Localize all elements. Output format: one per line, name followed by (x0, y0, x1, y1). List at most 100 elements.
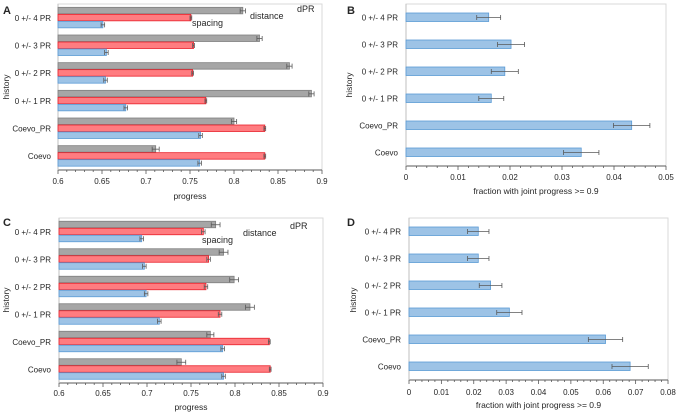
x-tick-label: 0.75 (183, 389, 199, 398)
panel-c: C 0.6 0.65 0.7 0.75 0.8 0.85 0.9 progress history… (1, 217, 329, 412)
bar-fraction (408, 280, 491, 290)
x-tick-label: 0 (404, 173, 409, 182)
bar-spacing (57, 131, 201, 139)
x-tick-label: 0.01 (434, 388, 450, 397)
y-category-label: 0 +/- 3 PR (15, 42, 51, 51)
y-category-label: 0 +/- 1 PR (362, 95, 398, 104)
y-category-label: 0 +/- 2 PR (365, 282, 401, 291)
bar-distance (57, 124, 266, 132)
bar-dpr (58, 303, 251, 311)
bar-spacing (57, 76, 106, 84)
y-category-label: 0 +/- 4 PR (15, 228, 51, 237)
x-tick-label: 0.05 (658, 173, 674, 182)
bar-spacing (57, 159, 201, 167)
panel-label: B (347, 5, 355, 17)
panel-d: D 0 0.01 0.02 0.03 0.04 0.05 0.06 0.07 0.08 fracti… (347, 217, 676, 410)
bar-dpr (58, 248, 224, 256)
x-axis-title: fraction with joint progress >= 0.9 (473, 186, 598, 196)
bar-distance (57, 152, 266, 160)
bar-fraction (408, 307, 510, 317)
bar-dpr (58, 330, 211, 339)
y-category-label: Coevo_PR (359, 122, 398, 131)
bar-fraction (405, 39, 512, 49)
y-category-label: Coevo_PR (362, 336, 401, 345)
x-axis-title: progress (174, 402, 207, 412)
x-tick-label: 0.02 (466, 388, 482, 397)
bar-spacing (58, 262, 145, 270)
bar-spacing (57, 20, 104, 29)
plot-area (57, 3, 323, 171)
x-tick-label: 0.65 (94, 177, 110, 186)
y-category-label: 0 +/- 1 PR (15, 97, 51, 106)
y-category-label: 0 +/- 1 PR (365, 309, 401, 318)
bar-dpr (58, 275, 235, 284)
bar-fraction (405, 66, 506, 76)
bar-spacing (58, 234, 143, 243)
bar-spacing (58, 289, 147, 298)
x-tick-label: 0.08 (660, 388, 676, 397)
bar-dpr (58, 220, 217, 229)
bar-distance (58, 227, 204, 236)
y-category-label: Coevo (375, 149, 399, 158)
y-category-label: 0 +/- 4 PR (365, 228, 401, 237)
bar-distance (58, 365, 271, 373)
y-category-label: 0 +/- 1 PR (15, 310, 51, 319)
bar-fraction (405, 120, 633, 130)
bar-dpr (57, 145, 157, 153)
y-category-label: Coevo (378, 363, 402, 372)
bar-dpr (58, 358, 182, 366)
bar-fraction (408, 361, 631, 371)
x-tick-label: 0.8 (228, 177, 240, 186)
bar-distance (57, 96, 207, 105)
x-tick-label: 0.06 (595, 388, 611, 397)
x-tick-label: 0.9 (316, 177, 328, 186)
x-tick-label: 0.6 (53, 389, 65, 398)
legend-label-spacing: spacing (202, 235, 233, 245)
y-category-label: 0 +/- 2 PR (362, 68, 398, 77)
y-category-label: 0 +/- 4 PR (362, 14, 398, 23)
panel-b: B 0 0.01 0.02 0.03 0.04 0.05 fraction with join… (344, 3, 674, 196)
x-tick-label: 0.85 (270, 177, 286, 186)
legend-label-dpr: dPR (290, 221, 308, 231)
x-tick-label: 0.7 (141, 389, 153, 398)
x-axis-title: fraction with joint progress >= 0.9 (476, 400, 601, 410)
x-tick-label: 0.05 (563, 388, 579, 397)
bar-dpr (57, 89, 312, 98)
plot-area (405, 3, 667, 167)
y-axis-title: history (1, 74, 11, 100)
plot-area (58, 217, 324, 384)
bar-distance (57, 41, 194, 49)
bar-dpr (57, 6, 244, 15)
bar-spacing (57, 103, 127, 112)
bar-fraction (405, 12, 490, 22)
x-tick-label: 0.04 (606, 173, 622, 182)
panel-label: D (347, 217, 355, 229)
bar-distance (58, 282, 207, 291)
legend-label-distance: distance (250, 11, 284, 21)
bar-fraction (405, 147, 582, 157)
bar-spacing (57, 48, 107, 56)
x-tick-label: 0.03 (554, 173, 570, 182)
x-tick-label: 0.7 (140, 177, 152, 186)
y-category-label: Coevo_PR (12, 125, 51, 134)
bar-distance (57, 13, 192, 22)
panel-label: A (3, 5, 11, 17)
bar-dpr (57, 34, 260, 42)
x-tick-label: 0.02 (502, 173, 518, 182)
x-tick-label: 0.65 (95, 389, 111, 398)
x-tick-label: 0.04 (531, 388, 547, 397)
bar-spacing (58, 372, 224, 380)
legend-label-spacing: spacing (192, 18, 223, 28)
x-tick-label: 0.85 (271, 389, 287, 398)
x-axis-title: progress (173, 191, 206, 201)
x-tick-label: 0.07 (628, 388, 644, 397)
bar-distance (58, 310, 221, 318)
y-category-label: 0 +/- 4 PR (15, 14, 51, 23)
y-category-label: Coevo (28, 365, 52, 374)
y-category-label: Coevo_PR (12, 338, 51, 347)
panel-label: C (3, 217, 11, 229)
y-axis-title: history (1, 287, 11, 313)
y-axis-title: history (348, 287, 358, 313)
legend-label-dpr: dPR (297, 4, 315, 14)
